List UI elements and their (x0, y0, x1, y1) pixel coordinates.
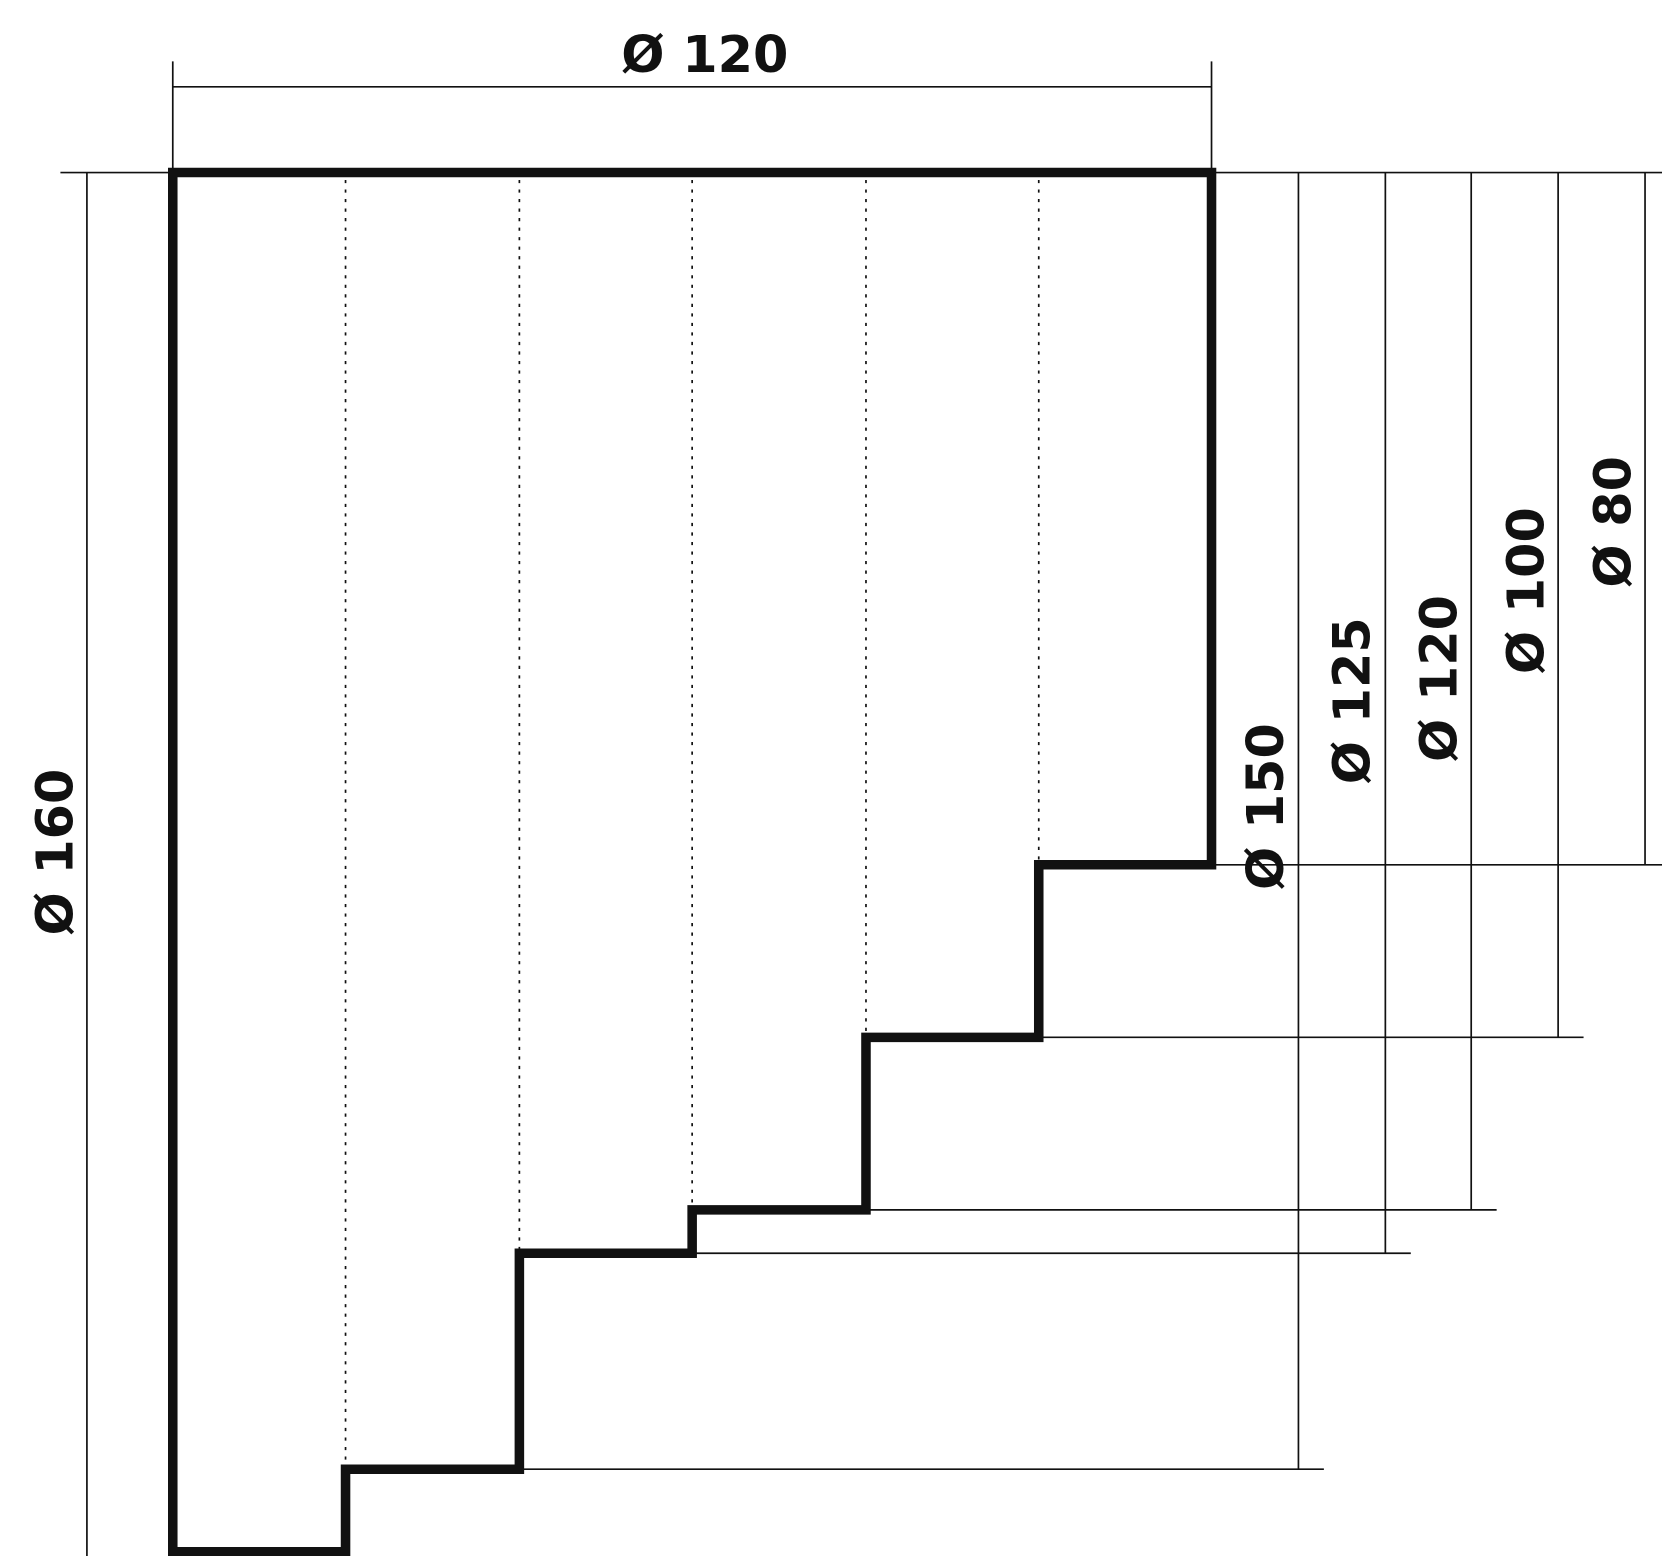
dimension-label: Ø 160 (25, 769, 84, 936)
dimension-label: Ø 100 (1496, 507, 1555, 674)
profile-outline (168, 167, 1217, 1556)
dimension-label: Ø 80 (1583, 456, 1642, 588)
dimension-label: Ø 150 (1236, 723, 1295, 890)
dimension-label: Ø 120 (621, 25, 788, 84)
dimension-label: Ø 120 (1410, 595, 1469, 762)
guide-lines (60, 61, 1662, 1556)
dimension-label: Ø 125 (1323, 617, 1382, 784)
